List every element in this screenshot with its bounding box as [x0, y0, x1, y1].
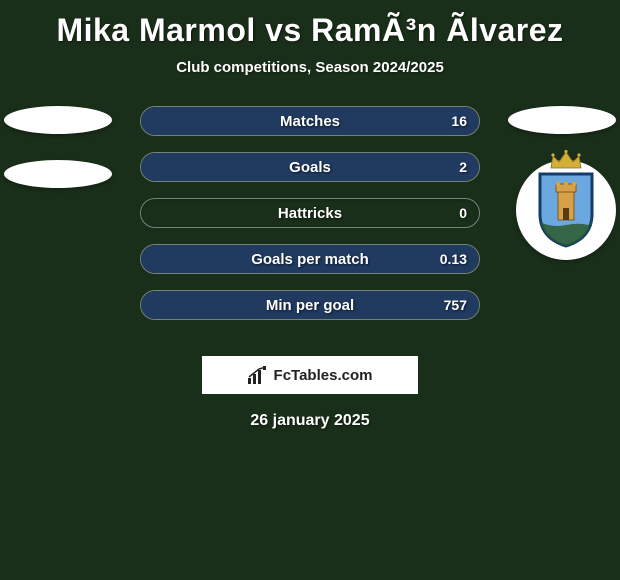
brand-footer: FcTables.com	[202, 356, 418, 394]
bar-label: Goals	[141, 159, 479, 176]
shield-icon	[536, 170, 596, 248]
bar-right-value: 2	[459, 159, 467, 175]
subtitle: Club competitions, Season 2024/2025	[0, 59, 620, 76]
left-player-placeholder-2	[4, 160, 112, 188]
bar-label: Matches	[141, 113, 479, 130]
left-player-badges	[4, 106, 119, 214]
right-player-placeholder	[508, 106, 616, 134]
stat-bar: Min per goal757	[140, 290, 480, 320]
bar-right-value: 0	[459, 205, 467, 221]
right-player-badges	[501, 106, 616, 260]
bar-right-value: 757	[444, 297, 467, 313]
bar-right-value: 16	[451, 113, 467, 129]
stat-bar: Hattricks0	[140, 198, 480, 228]
bar-label: Min per goal	[141, 297, 479, 314]
brand-text: FcTables.com	[274, 367, 373, 384]
bar-right-value: 0.13	[440, 251, 467, 267]
stat-bar: Goals per match0.13	[140, 244, 480, 274]
left-player-placeholder-1	[4, 106, 112, 134]
stat-bars: Matches16 Goals2 Hattricks0 Goals per match…	[140, 106, 480, 336]
bar-label: Hattricks	[141, 205, 479, 222]
chart-icon	[248, 366, 270, 384]
right-club-crest	[516, 160, 616, 260]
bar-label: Goals per match	[141, 251, 479, 268]
stat-bar: Goals2	[140, 152, 480, 182]
page-title: Mika Marmol vs RamÃ³n Ãlvarez	[0, 0, 620, 49]
date-label: 26 january 2025	[0, 412, 620, 430]
stat-bar: Matches16	[140, 106, 480, 136]
crown-icon	[549, 150, 583, 170]
comparison-content: Matches16 Goals2 Hattricks0 Goals per match…	[0, 106, 620, 346]
